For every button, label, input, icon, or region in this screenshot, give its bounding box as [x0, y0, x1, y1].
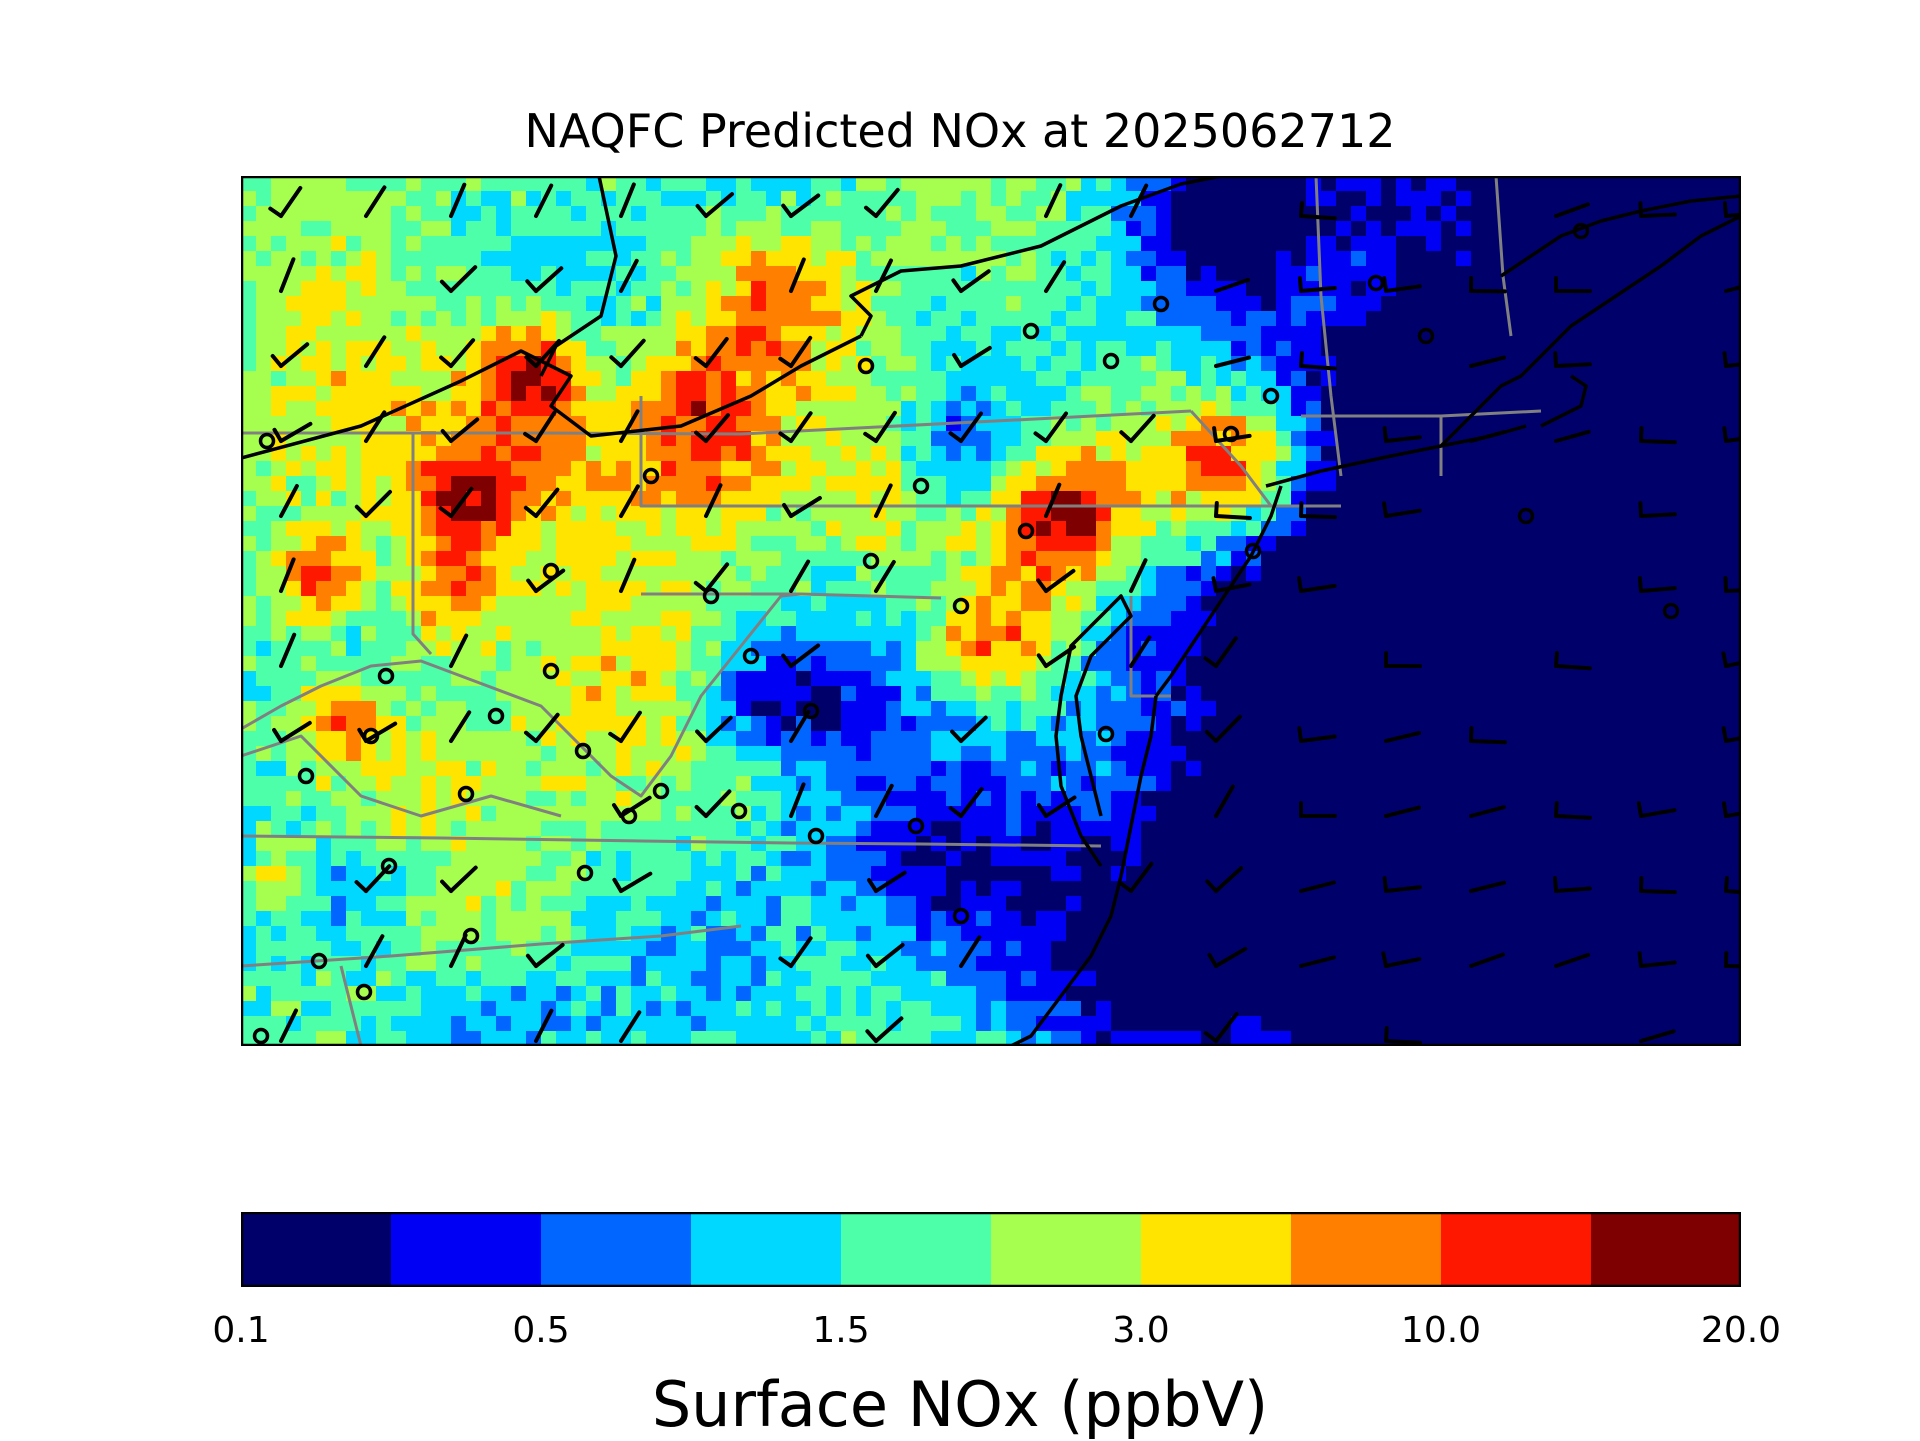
colorbar-bin: [841, 1212, 992, 1287]
colorbar-bin: [991, 1212, 1142, 1287]
colorbar-bin: [691, 1212, 842, 1287]
map-panel: [241, 176, 1741, 1046]
colorbar-bin: [391, 1212, 542, 1287]
colorbar-bin: [1291, 1212, 1442, 1287]
colorbar-bin: [541, 1212, 692, 1287]
colorbar-tick-label: 10.0: [1401, 1310, 1481, 1351]
colorbar-label: Surface NOx (ppbV): [0, 1368, 1920, 1441]
colorbar: [241, 1212, 1741, 1287]
colorbar-bin: [241, 1212, 392, 1287]
colorbar-tick-label: 20.0: [1701, 1310, 1781, 1351]
map-title: NAQFC Predicted NOx at 2025062712: [0, 104, 1920, 158]
nox-concentration-raster: [241, 176, 1741, 1046]
colorbar-bin: [1591, 1212, 1741, 1287]
nox-map: [241, 176, 1741, 1046]
colorbar-tick-label: 0.1: [212, 1310, 269, 1351]
colorbar-tick-label: 0.5: [512, 1310, 569, 1351]
colorbar-tick-label: 1.5: [812, 1310, 869, 1351]
colorbar-bin: [1441, 1212, 1592, 1287]
colorbar-bin: [1141, 1212, 1292, 1287]
colorbar-tick-label: 3.0: [1112, 1310, 1169, 1351]
